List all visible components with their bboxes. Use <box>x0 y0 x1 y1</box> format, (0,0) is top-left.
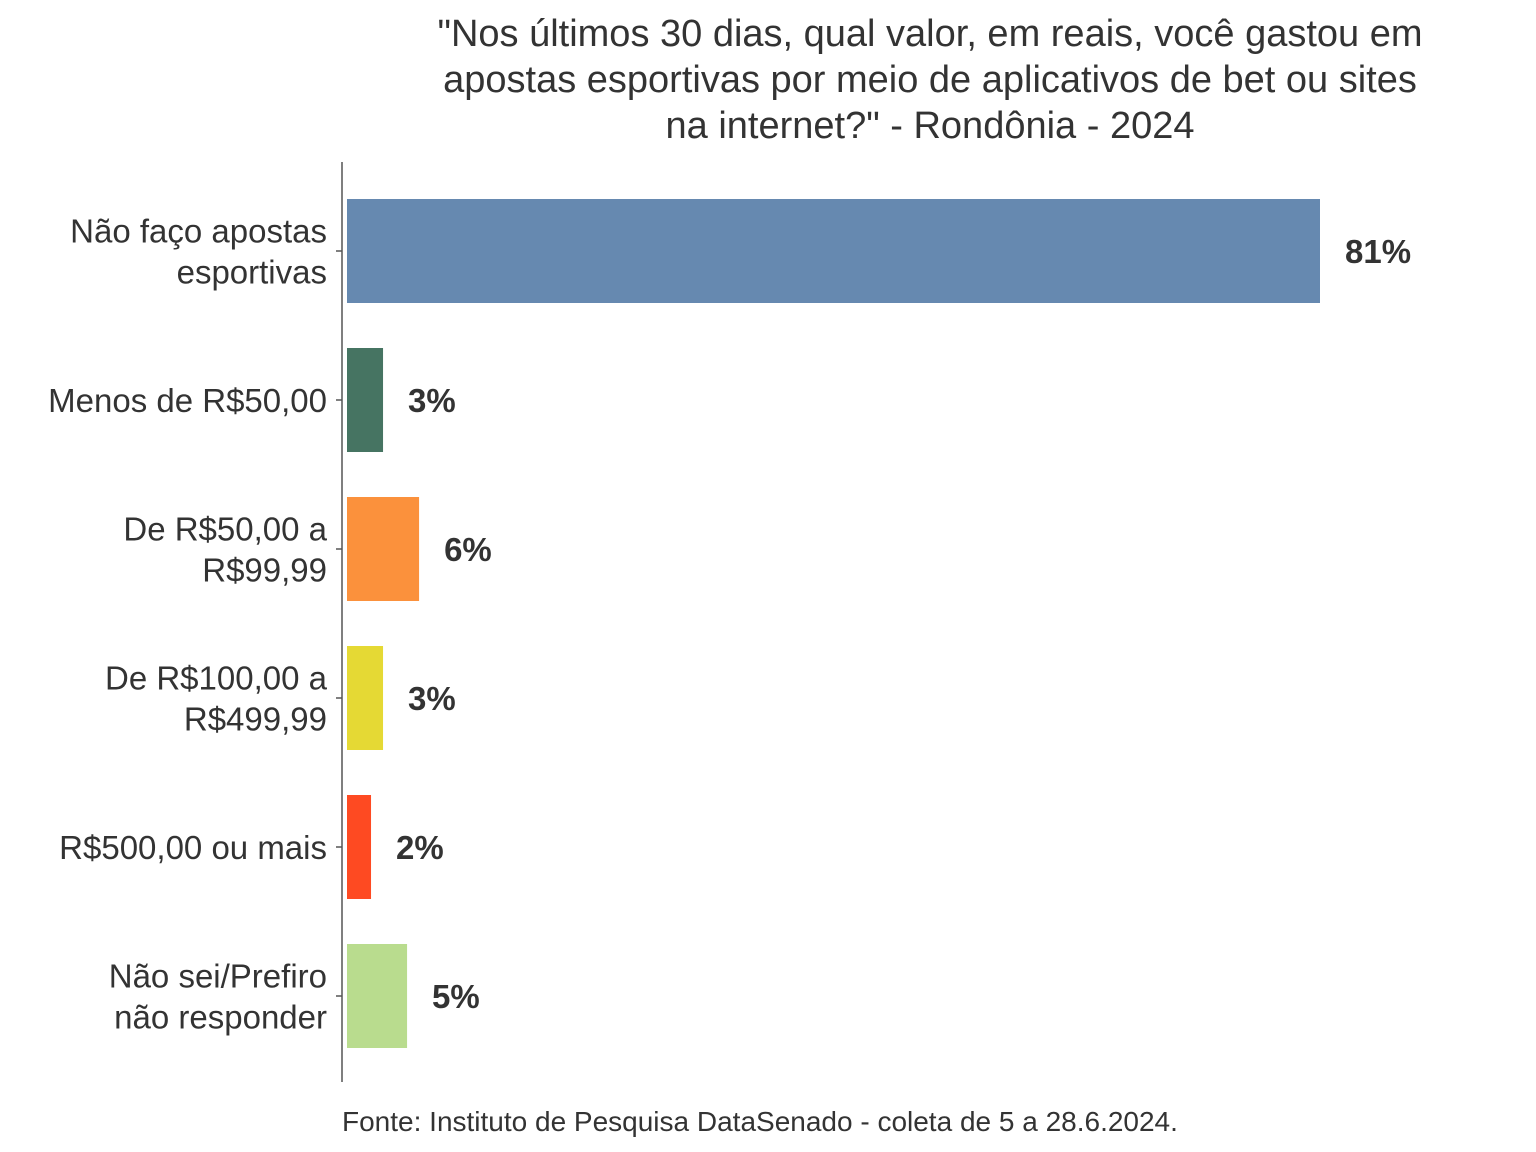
bar <box>347 497 420 601</box>
category-label: Não sei/Prefiro <box>109 958 327 995</box>
bars: 81% Não faço apostas esportivas 3% Menos de … <box>48 199 1411 1048</box>
bar <box>347 199 1320 303</box>
chart-title-line: na internet?" - Rondônia - 2024 <box>666 105 1195 147</box>
value-label: 2% <box>396 829 444 866</box>
bar <box>347 795 372 899</box>
value-label: 81% <box>1345 233 1411 270</box>
category-label: Não faço apostas <box>70 213 327 250</box>
source-note: Fonte: Instituto de Pesquisa DataSenado … <box>342 1106 1178 1137</box>
category-label: De R$100,00 a <box>105 660 328 697</box>
value-label: 3% <box>408 382 456 419</box>
category-label: De R$50,00 a <box>123 511 327 548</box>
category-label: R$499,99 <box>184 701 327 738</box>
category-label: R$500,00 ou mais <box>59 829 327 866</box>
category-label: esportivas <box>177 254 327 291</box>
bar <box>347 944 408 1048</box>
chart-title-line: "Nos últimos 30 dias, qual valor, em rea… <box>437 13 1422 55</box>
value-label: 6% <box>444 531 492 568</box>
category-label: não responder <box>114 999 327 1036</box>
chart-title-line: apostas esportivas por meio de aplicativ… <box>443 59 1417 101</box>
chart-title: "Nos últimos 30 dias, qual valor, em rea… <box>437 13 1422 147</box>
value-label: 3% <box>408 680 456 717</box>
bar <box>347 646 384 750</box>
category-label: R$99,99 <box>202 552 327 589</box>
bar <box>347 348 384 452</box>
category-label: Menos de R$50,00 <box>48 382 327 419</box>
value-label: 5% <box>432 978 480 1015</box>
